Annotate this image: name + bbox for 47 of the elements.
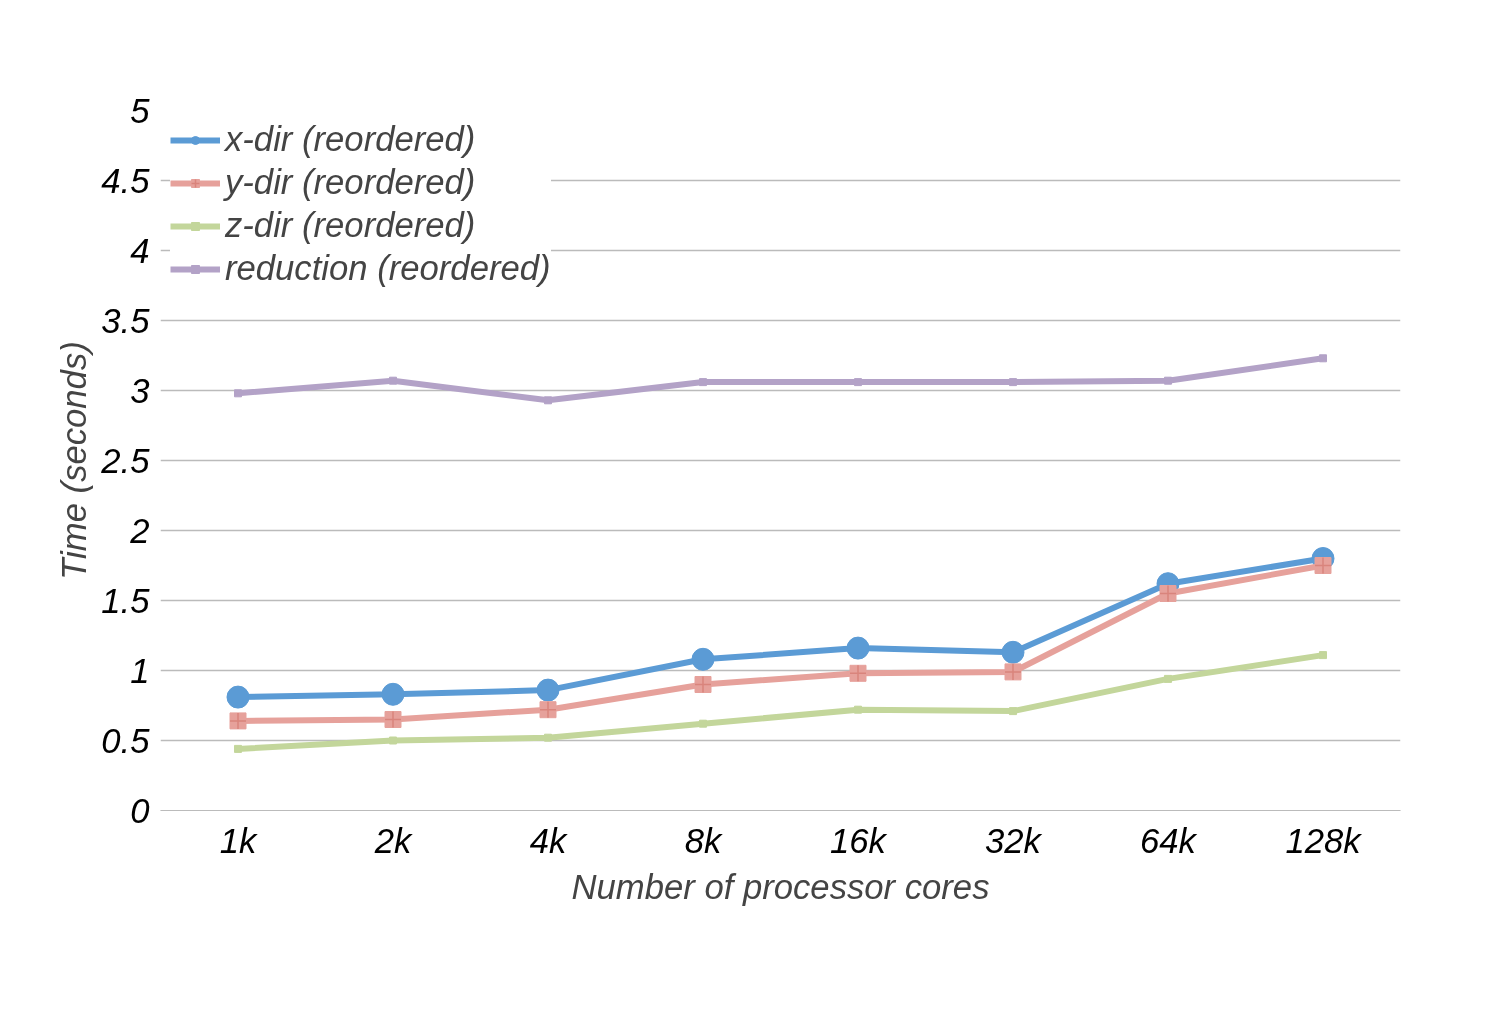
y-tick-label: 0 [130, 791, 150, 830]
x-tick-label: 2k [373, 821, 413, 860]
point [854, 705, 862, 714]
point [536, 678, 560, 702]
y-tick-label: 1 [130, 651, 150, 690]
point [1009, 707, 1017, 716]
point [1164, 376, 1172, 385]
point [1009, 378, 1017, 387]
y-axis-title: Time (seconds) [55, 341, 94, 580]
x-tick-label: 128k [1285, 821, 1363, 860]
y-tick-label: 4.5 [101, 161, 151, 200]
x-axis-title: Number of processor cores [571, 867, 990, 906]
x-tick-label: 1k [219, 821, 258, 860]
point [854, 378, 862, 387]
point [846, 636, 870, 660]
y-tick-label: 2.5 [100, 441, 151, 480]
y-tick-label: 3.5 [101, 301, 151, 340]
y-tick-label: 0.5 [101, 721, 151, 760]
point [691, 647, 715, 671]
y-tick-label: 4 [130, 231, 150, 270]
legend-label: z-dir (reordered) [225, 206, 476, 245]
x-tick-label: 32k [985, 821, 1043, 860]
point [226, 685, 250, 709]
legend-label: x-dir (reordered) [225, 120, 476, 159]
point [699, 378, 707, 387]
point [1164, 674, 1172, 683]
point [699, 719, 707, 728]
legend-label: reduction (reordered) [225, 249, 551, 288]
point [381, 682, 405, 706]
point [234, 744, 242, 753]
y-tick-label: 5 [130, 91, 151, 130]
x-tick-label: 64k [1140, 821, 1198, 860]
y-tick-label: 3 [130, 371, 150, 410]
x-tick-label: 8k [684, 821, 723, 860]
point [234, 389, 242, 398]
point [544, 733, 552, 742]
point [544, 396, 552, 405]
point [1319, 354, 1327, 363]
x-tick-label: 16k [830, 821, 888, 860]
point [389, 736, 397, 745]
legend-label: y-dir (reordered) [225, 163, 476, 202]
point [389, 376, 397, 385]
x-tick-label: 4k [529, 821, 568, 860]
y-tick-label: 2 [129, 511, 150, 550]
point [1001, 640, 1025, 664]
y-tick-label: 1.5 [101, 581, 151, 620]
point [1319, 651, 1327, 660]
